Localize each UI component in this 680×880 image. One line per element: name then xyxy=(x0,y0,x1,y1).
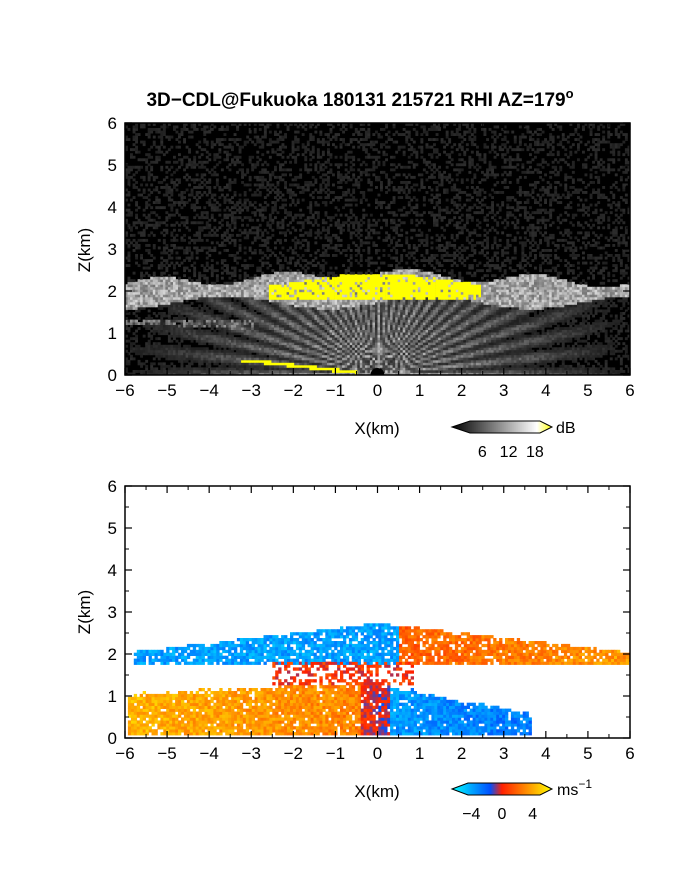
velocity-xtick: 4 xyxy=(541,744,550,763)
intensity-xlabel: X(km) xyxy=(354,419,399,438)
velocity-ytick: 0 xyxy=(108,729,117,748)
velocity-xtick: 2 xyxy=(457,744,466,763)
intensity-image xyxy=(125,123,630,375)
intensity-xtick: 2 xyxy=(457,381,466,400)
intensity-colorbar: dB 6 12 18 xyxy=(450,420,576,461)
intensity-xtick: 5 xyxy=(583,381,592,400)
intensity-colorbar-tick: 6 xyxy=(478,444,487,461)
velocity-colorbar-tick: 4 xyxy=(528,806,537,823)
intensity-xtick: −1 xyxy=(326,381,345,400)
velocity-ytick: 4 xyxy=(108,561,117,580)
intensity-xtick: 1 xyxy=(415,381,424,400)
velocity-panel: −6 −5 −4 −3 −2 −1 0 1 2 3 4 5 6 0 1 2 3 4 5 6 X(km) Z(km) m… xyxy=(75,477,635,823)
intensity-xtick: 3 xyxy=(499,381,508,400)
intensity-xtick: −6 xyxy=(115,381,134,400)
intensity-colorbar-unit: dB xyxy=(556,420,576,437)
intensity-colorbar-tick: 18 xyxy=(526,444,544,461)
intensity-ytick: 6 xyxy=(108,114,117,133)
velocity-colorbar-tick: 0 xyxy=(498,806,507,823)
intensity-ylabel: Z(km) xyxy=(75,228,94,272)
velocity-ytick: 6 xyxy=(108,477,117,496)
velocity-colorbar: ms−1 −4 0 4 xyxy=(450,777,592,823)
intensity-ytick: 3 xyxy=(108,240,117,259)
intensity-ytick: 0 xyxy=(108,366,117,385)
velocity-xtick: −4 xyxy=(199,744,218,763)
velocity-xtick: 0 xyxy=(373,744,382,763)
intensity-xtick: 4 xyxy=(541,381,550,400)
velocity-ytick: 2 xyxy=(108,645,117,664)
intensity-ytick: 4 xyxy=(108,198,117,217)
velocity-ytick: 3 xyxy=(108,603,117,622)
velocity-xtick: −2 xyxy=(284,744,303,763)
velocity-image xyxy=(127,623,630,736)
chart-title: 3D−CDL@Fukuoka 180131 215721 RHI AZ=179o xyxy=(146,86,573,111)
velocity-xtick: −5 xyxy=(157,744,176,763)
velocity-xtick: 6 xyxy=(625,744,634,763)
velocity-colorbar-tick: −4 xyxy=(462,806,480,823)
intensity-ytick: 5 xyxy=(108,156,117,175)
intensity-axes: −6 −5 −4 −3 −2 −1 0 1 2 3 4 5 6 0 1 2 3 4 5 6 xyxy=(108,114,635,400)
intensity-xtick: −2 xyxy=(284,381,303,400)
velocity-colorbar-unit: ms−1 xyxy=(557,777,592,799)
intensity-xtick: −5 xyxy=(157,381,176,400)
velocity-xtick: −3 xyxy=(242,744,261,763)
velocity-ytick: 1 xyxy=(108,687,117,706)
intensity-xtick: −4 xyxy=(199,381,218,400)
intensity-xtick: −3 xyxy=(242,381,261,400)
velocity-ylabel: Z(km) xyxy=(75,590,94,634)
velocity-xtick: −6 xyxy=(115,744,134,763)
intensity-xtick: 6 xyxy=(625,381,634,400)
velocity-ytick: 5 xyxy=(108,519,117,538)
velocity-axes: −6 −5 −4 −3 −2 −1 0 1 2 3 4 5 6 0 1 2 3 4 5 6 xyxy=(108,477,635,763)
velocity-xtick: 5 xyxy=(583,744,592,763)
velocity-xtick: 1 xyxy=(415,744,424,763)
velocity-xtick: −1 xyxy=(326,744,345,763)
velocity-xtick: 3 xyxy=(499,744,508,763)
velocity-xlabel: X(km) xyxy=(354,782,399,801)
intensity-colorbar-tick: 12 xyxy=(500,444,518,461)
intensity-ytick: 1 xyxy=(108,324,117,343)
intensity-ytick: 2 xyxy=(108,282,117,301)
intensity-xtick: 0 xyxy=(373,381,382,400)
